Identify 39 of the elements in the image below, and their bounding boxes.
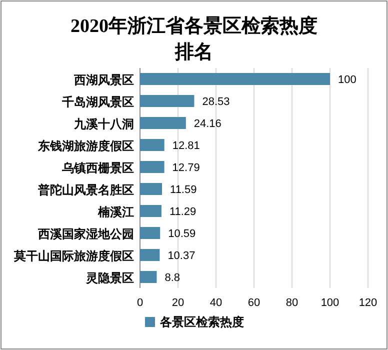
data-label: 24.16 [194,118,222,130]
legend-label: 各景区检索热度 [159,315,244,329]
x-tick-label: 100 [320,297,340,309]
bar [140,73,330,85]
data-label: 12.81 [172,140,200,152]
y-tick-label: 西湖风景区 [73,73,134,87]
x-tick-label: 0 [136,297,144,309]
y-tick-label: 乌镇西栅景区 [61,161,134,175]
y-tick-label: 九溪十八洞 [73,117,134,131]
bar [140,95,194,107]
data-label: 11.59 [170,184,197,196]
y-tick-label: 东钱湖旅游度假区 [37,139,134,153]
data-label: 100 [338,74,356,86]
data-label: 11.29 [169,206,196,218]
data-label: 10.59 [168,228,196,240]
data-label: 28.53 [202,96,230,108]
x-tick-label: 120 [358,297,378,309]
data-label: 10.37 [168,250,196,262]
y-tick-label: 楠溪江 [97,205,134,219]
chart-title: 2020年浙江省各景区检索热度排名 [70,15,318,63]
bar [140,161,164,173]
y-tick-label: 灵隐景区 [86,271,134,285]
bar [140,249,160,261]
bar [140,117,186,129]
data-label: 8.8 [164,272,180,284]
x-tick-label: 60 [248,297,260,309]
x-tick-label: 40 [210,297,222,309]
bar [140,183,162,195]
x-tick-label: 80 [286,297,298,309]
y-tick-label: 千岛湖风景区 [61,95,134,109]
x-tick-label: 20 [172,297,184,309]
data-label: 12.79 [172,162,200,174]
y-tick-label: 西溪国家湿地公园 [37,227,134,241]
y-tick-label: 莫干山国际旅游度假区 [13,249,134,263]
bar [140,271,157,283]
y-tick-label: 普陀山风景名胜区 [37,183,134,197]
bar [140,227,160,239]
bar [140,205,162,217]
bar [140,139,164,151]
